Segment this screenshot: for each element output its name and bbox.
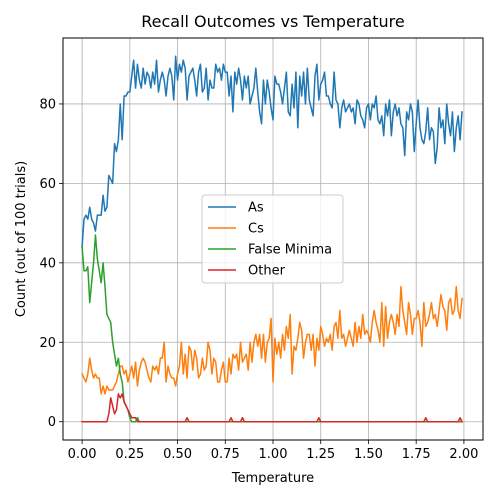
x-tick-label: 0.00 xyxy=(68,447,97,462)
x-tick-label: 1.50 xyxy=(354,447,383,462)
y-axis-label: Count (out of 100 trials) xyxy=(14,161,29,317)
x-tick-label: 0.50 xyxy=(163,447,192,462)
x-tick-label: 1.00 xyxy=(259,447,288,462)
x-tick-label: 1.25 xyxy=(306,447,335,462)
y-tick-label: 40 xyxy=(39,256,56,271)
series-line-as xyxy=(81,55,463,248)
series-line-cs xyxy=(81,285,463,395)
legend: As Cs False Minima Other xyxy=(201,194,344,284)
y-tick-label: 20 xyxy=(39,336,56,351)
chart-title: Recall Outcomes vs Temperature xyxy=(141,12,405,31)
x-tick-label: 0.25 xyxy=(115,447,144,462)
x-tick-label: 0.75 xyxy=(211,447,240,462)
y-tick-label: 60 xyxy=(39,177,56,192)
legend-label-cs: Cs xyxy=(248,222,264,237)
series-line-other xyxy=(81,393,464,423)
x-axis-label: Temperature xyxy=(231,471,314,486)
legend-frame xyxy=(201,194,344,284)
y-axis: 0 20 40 60 80 xyxy=(39,97,63,430)
y-tick-label: 80 xyxy=(39,97,56,112)
series-layer xyxy=(81,55,464,423)
legend-label-other: Other xyxy=(248,264,286,279)
legend-label-false-minima: False Minima xyxy=(248,243,332,258)
x-axis: 0.00 0.25 0.50 0.75 1.00 1.25 1.50 1.75 2.00 xyxy=(68,440,478,462)
legend-label-as: As xyxy=(248,201,264,216)
x-tick-label: 2.00 xyxy=(449,447,478,462)
x-tick-label: 1.75 xyxy=(402,447,431,462)
y-tick-label: 0 xyxy=(48,415,56,430)
